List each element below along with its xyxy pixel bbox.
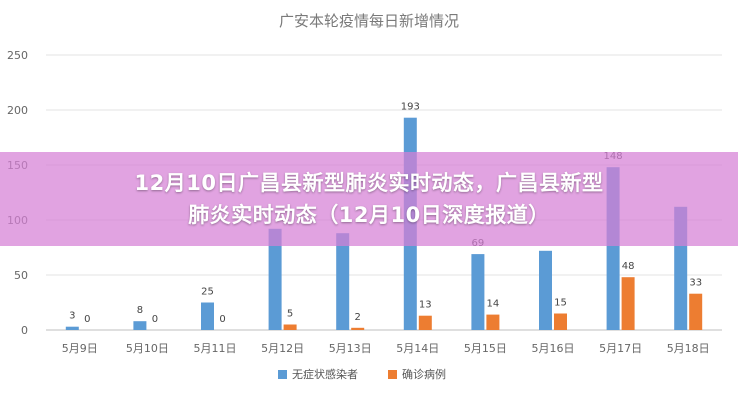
data-label: 33 — [689, 278, 702, 289]
x-axis-ticks: 5月9日 5月10日 5月11日 5月12日 5月13日 5月14日 5月15日 5月16日 5… — [62, 342, 710, 355]
x-tick-label: 5月13日 — [329, 342, 372, 355]
data-label: 2 — [355, 312, 361, 323]
bar-asymptomatic — [133, 321, 147, 330]
data-label: 193 — [401, 102, 420, 113]
bar-confirmed — [621, 277, 635, 330]
x-tick-label: 5月9日 — [62, 342, 98, 355]
bar-confirmed — [554, 313, 567, 330]
x-tick-label: 5月16日 — [532, 342, 575, 355]
y-tick-label: 200 — [7, 104, 28, 117]
data-label: 48 — [622, 261, 635, 272]
x-tick-label: 5月11日 — [194, 342, 237, 355]
data-label: 3 — [69, 311, 75, 322]
bar-asymptomatic — [539, 250, 552, 330]
data-label: 14 — [487, 299, 500, 310]
headline-banner: 12月10日广昌县新型肺炎实时动态，广昌县新型 肺炎实时动态（12月10日深度报… — [0, 152, 738, 246]
data-label: 15 — [554, 298, 567, 309]
legend-label: 确诊病例 — [402, 367, 446, 381]
y-tick-label: 250 — [7, 49, 28, 62]
bar-confirmed — [283, 324, 297, 330]
bar-asymptomatic — [336, 233, 350, 330]
data-label: 13 — [419, 300, 432, 311]
data-label: 25 — [201, 287, 214, 298]
chart-title: 广安本轮疫情每日新增情况 — [279, 12, 459, 30]
legend-label: 无症状感染者 — [292, 367, 358, 381]
data-label: 0 — [219, 314, 225, 325]
bar-confirmed — [486, 314, 500, 330]
x-tick-label: 5月14日 — [396, 342, 439, 355]
x-tick-label: 5月10日 — [126, 342, 169, 355]
y-tick-label: 0 — [21, 324, 28, 337]
bar-confirmed — [351, 327, 365, 330]
x-tick-label: 5月15日 — [464, 342, 507, 355]
data-label: 5 — [287, 309, 293, 320]
x-tick-label: 5月12日 — [261, 342, 304, 355]
headline-line-1: 12月10日广昌县新型肺炎实时动态，广昌县新型 — [134, 171, 604, 195]
legend-swatch — [388, 370, 397, 379]
legend: 无症状感染者 确诊病例 — [278, 367, 446, 381]
x-tick-label: 5月17日 — [599, 342, 642, 355]
headline-line-2: 肺炎实时动态（12月10日深度报道） — [188, 203, 550, 227]
x-tick-label: 5月18日 — [667, 342, 710, 355]
bar-asymptomatic — [201, 302, 214, 330]
bar-asymptomatic — [471, 254, 485, 330]
bar-asymptomatic — [65, 326, 79, 330]
bar-confirmed — [418, 315, 432, 330]
data-label: 8 — [137, 305, 143, 316]
y-tick-label: 50 — [14, 269, 28, 282]
bar-confirmed — [689, 293, 703, 330]
legend-swatch — [278, 370, 287, 379]
data-label: 0 — [84, 314, 90, 325]
data-label: 0 — [152, 314, 158, 325]
bar-asymptomatic — [268, 228, 282, 330]
